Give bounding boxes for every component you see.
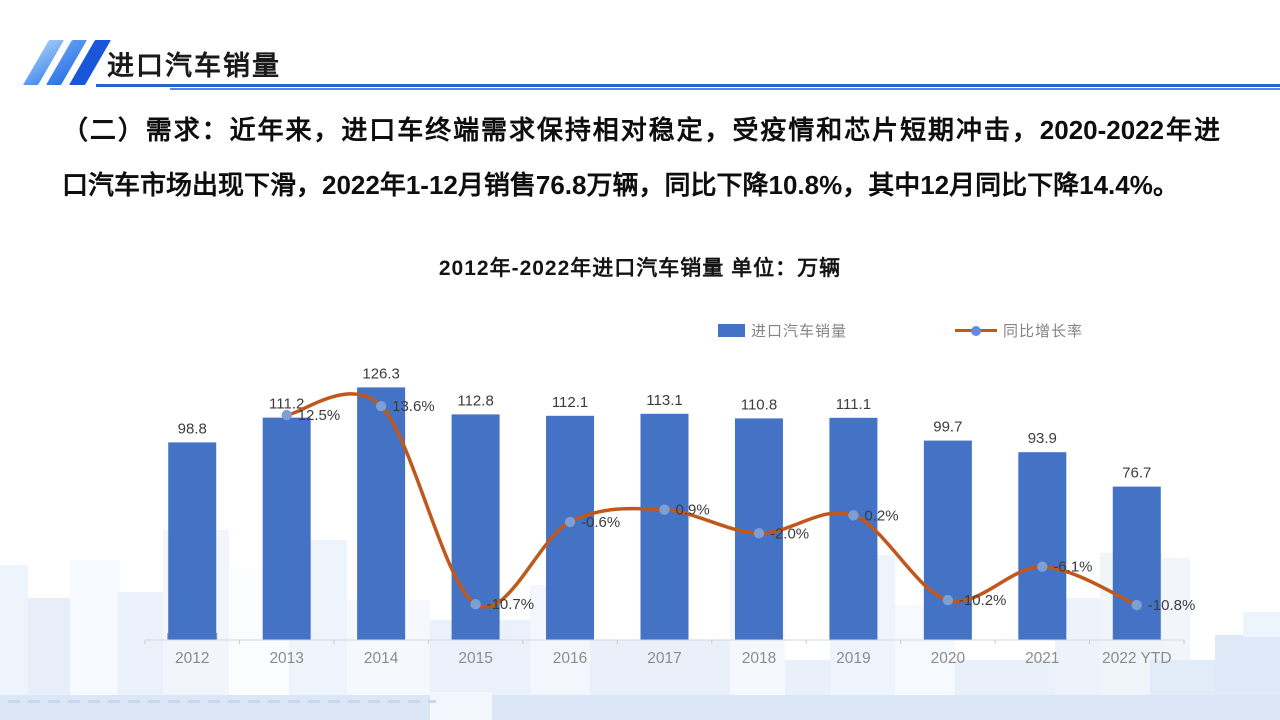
growth-value-label-2022 YTD: -10.8% <box>1148 597 1196 614</box>
background-skyline-shape <box>118 592 164 695</box>
growth-point-2016 <box>564 516 576 528</box>
bar-value-label-2020: 99.7 <box>933 419 962 436</box>
growth-value-label-2021: -6.1% <box>1053 559 1092 576</box>
growth-point-2019 <box>848 510 859 521</box>
growth-value-label-2019: 0.2% <box>864 507 898 524</box>
growth-point-2014 <box>375 400 387 412</box>
category-label-2013: 2013 <box>269 650 303 667</box>
category-label-2016: 2016 <box>553 650 587 667</box>
growth-value-label-2018: -2.0% <box>770 525 809 542</box>
legend-line-swatch-icon <box>955 324 997 337</box>
bar-2021 <box>1018 452 1067 640</box>
bar-2014 <box>357 387 406 640</box>
body-text-line-2: 口汽车市场出现下滑，2022年1-12月销售76.8万辆，同比下降10.8%，其… <box>62 170 1179 200</box>
body-text-line-1: （二）需求：近年来，进口车终端需求保持相对稳定，受疫情和芯片短期冲击，2020-… <box>62 115 1220 145</box>
background-skyline-shape <box>70 560 120 695</box>
background-skyline-shape <box>1243 612 1280 637</box>
bar-value-label-2012: 98.8 <box>178 420 207 437</box>
background-skyline-shape <box>28 598 70 695</box>
growth-point-2015 <box>470 599 481 610</box>
legend-line-marker <box>971 326 981 336</box>
bar-2012 <box>168 442 217 640</box>
bar-value-label-2015: 112.8 <box>457 392 493 409</box>
chart-title: 2012年-2022年进口汽车销量 单位：万辆 <box>438 257 842 280</box>
category-label-2017: 2017 <box>647 650 681 667</box>
growth-value-label-2016: -0.6% <box>581 514 620 531</box>
bar-value-label-2013: 111.2 <box>269 396 304 413</box>
bar-value-label-2014: 126.3 <box>362 365 400 382</box>
bar-value-label-2016: 112.1 <box>552 394 588 411</box>
growth-value-label-2017: 0.9% <box>676 502 710 519</box>
growth-point-2018 <box>753 528 765 539</box>
growth-point-2013 <box>281 409 292 421</box>
legend-item-growth: 同比增长率 <box>955 320 1083 341</box>
road-dashes-decoration <box>8 700 436 703</box>
category-label-2019: 2019 <box>836 650 870 667</box>
growth-point-2020 <box>942 594 954 606</box>
bar-value-label-2018: 110.8 <box>741 396 777 413</box>
category-label-2015: 2015 <box>458 650 492 667</box>
bar-value-label-2017: 113.1 <box>646 392 682 409</box>
category-label-2012: 2012 <box>175 650 209 667</box>
category-label-2018: 2018 <box>742 650 776 667</box>
legend-label-sales: 进口汽车销量 <box>751 323 848 340</box>
bar-2013 <box>262 417 311 640</box>
bar-2017 <box>640 413 689 640</box>
legend-label-growth: 同比增长率 <box>1003 323 1084 340</box>
background-skyline-shape <box>0 565 28 695</box>
bar-2019 <box>829 417 878 640</box>
header-divider-accent <box>170 88 1280 90</box>
legend-item-sales: 进口汽车销量 <box>718 320 847 341</box>
growth-value-label-2014: 13.6% <box>392 398 435 415</box>
category-label-2020: 2020 <box>931 650 966 667</box>
bar-value-label-2022 YTD: 76.7 <box>1122 465 1151 482</box>
page-title: 进口汽车销量 <box>107 51 281 81</box>
growth-value-label-2015: -10.7% <box>487 596 535 613</box>
growth-value-label-2020: -10.2% <box>959 592 1007 609</box>
header-divider <box>96 84 1280 87</box>
legend-bar-swatch-icon <box>718 324 745 337</box>
background-band-patch <box>430 692 492 720</box>
growth-rate-line <box>284 392 1139 609</box>
growth-point-2021 <box>1037 561 1048 572</box>
bar-value-label-2021: 93.9 <box>1028 430 1057 447</box>
growth-point-2022 YTD <box>1131 599 1142 611</box>
background-skyline-shape <box>590 640 730 695</box>
growth-point-2017 <box>659 504 670 515</box>
bar-2020 <box>923 440 972 640</box>
growth-value-label-2013: 12.5% <box>298 407 341 424</box>
body-text: （二）需求：近年来，进口车终端需求保持相对稳定，受疫情和芯片短期冲击，2020-… <box>62 103 1220 213</box>
bar-2016 <box>546 415 595 640</box>
category-label-2022 YTD: 2022 YTD <box>1102 650 1172 667</box>
category-label-2014: 2014 <box>364 650 399 667</box>
bar-value-label-2019: 111.1 <box>836 396 871 413</box>
bar-2022 YTD <box>1112 486 1161 640</box>
category-label-2021: 2021 <box>1025 650 1059 667</box>
background-bottom-band <box>0 695 1280 720</box>
